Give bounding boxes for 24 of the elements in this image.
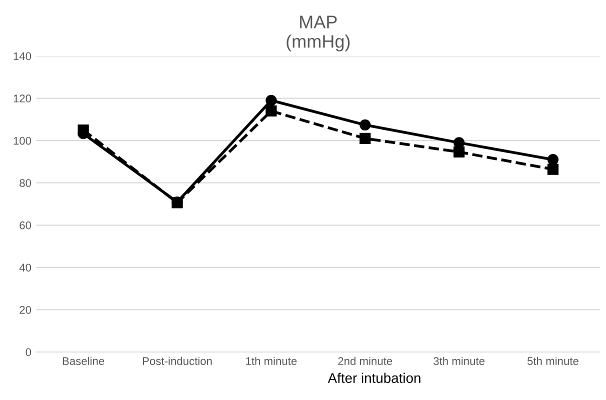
point xyxy=(266,94,277,106)
x-tick-label: 5th minute xyxy=(527,356,578,366)
y-tick-label: 100 xyxy=(14,136,32,145)
x-tick-label: Post-induction xyxy=(142,356,212,366)
point xyxy=(360,132,371,144)
x-tick-label: 3th minute xyxy=(434,356,484,366)
x-tick-label: Baseline xyxy=(62,356,104,366)
x-axis-title: After intubation xyxy=(328,372,420,383)
y-tick-label: 80 xyxy=(20,179,32,187)
y-tick-label: 0 xyxy=(26,348,32,356)
y-tick-label: 60 xyxy=(20,221,32,230)
y-tick-label: 120 xyxy=(14,94,32,102)
chart-title: MAP (mmHg) xyxy=(286,16,350,52)
point xyxy=(547,164,559,175)
x-tick-label: 1th minute xyxy=(246,356,297,366)
y-tick-label: 140 xyxy=(14,52,32,60)
point xyxy=(453,146,465,158)
point xyxy=(547,154,559,166)
point xyxy=(266,105,277,117)
point xyxy=(360,119,371,130)
y-tick-label: 40 xyxy=(19,264,32,272)
point xyxy=(78,124,89,136)
x-tick-label: 2nd minute xyxy=(338,356,392,366)
y-tick-label: 20 xyxy=(20,306,32,314)
